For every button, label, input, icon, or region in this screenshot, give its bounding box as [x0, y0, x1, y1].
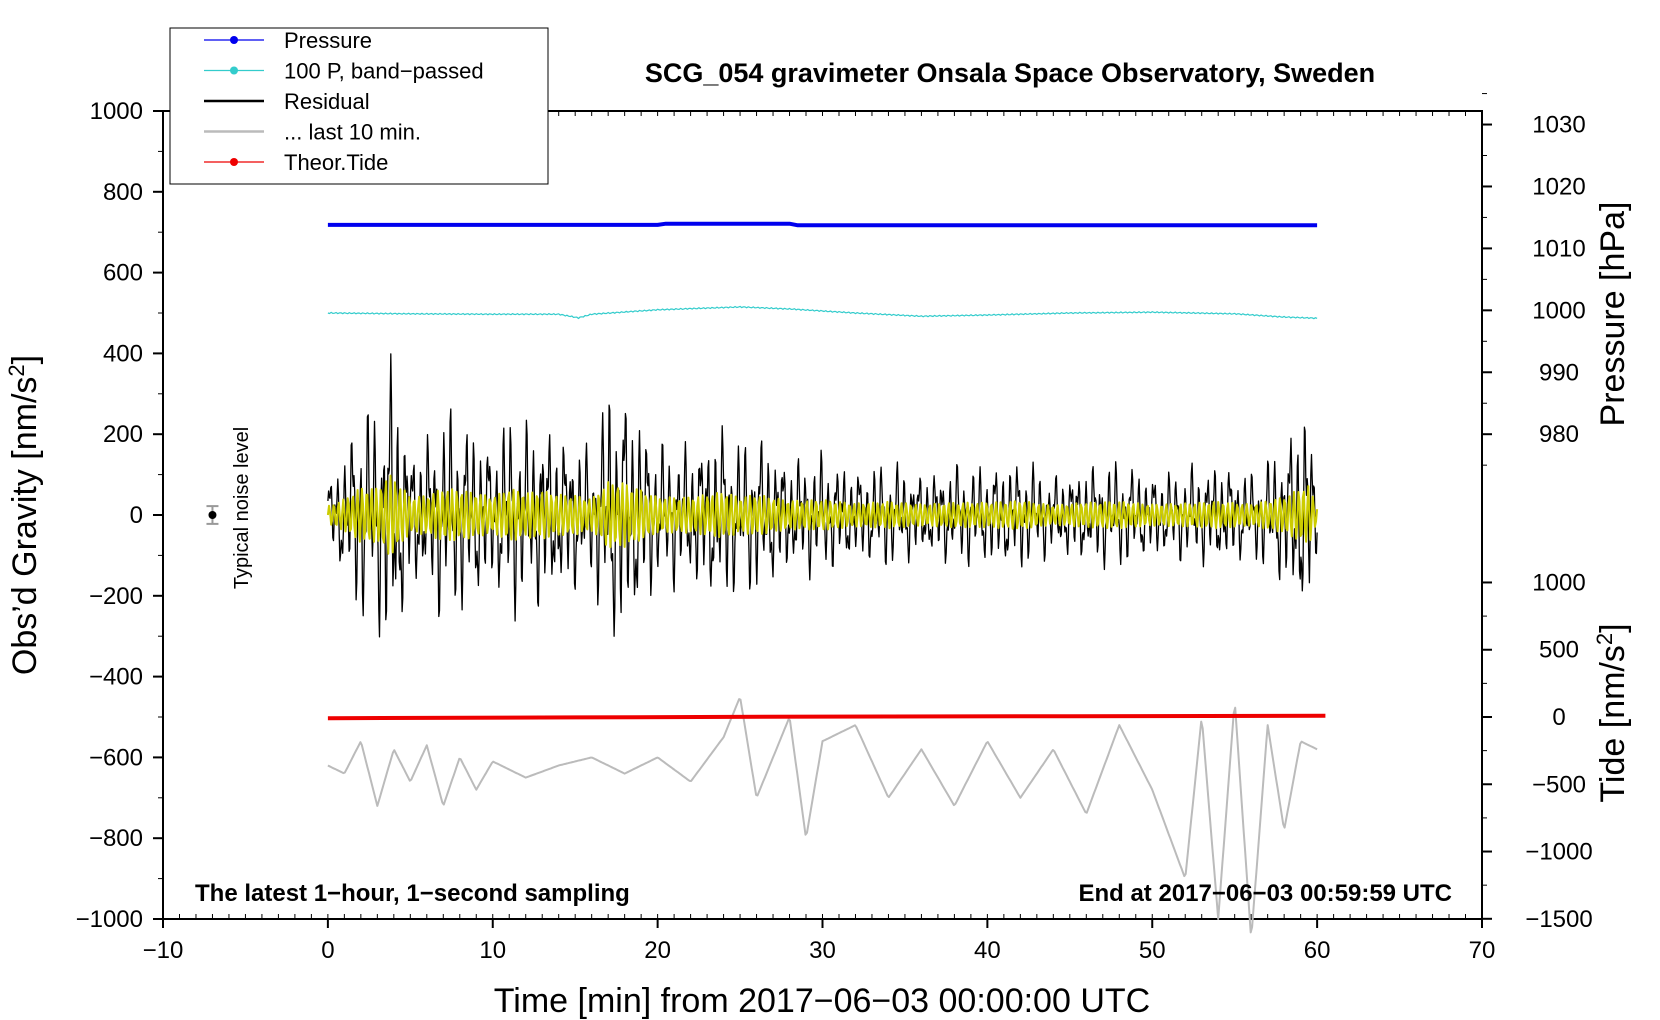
series-residual-filtered [326, 474, 1319, 555]
legend-dot [230, 36, 238, 44]
series-residual [327, 353, 1318, 638]
x-tick-label: 70 [1469, 937, 1496, 964]
x-tick-label: 50 [1139, 937, 1166, 964]
y-tick-label: 800 [103, 179, 143, 206]
x-tick-label: −10 [143, 937, 184, 964]
noise-level-label: Typical noise level [231, 427, 253, 589]
y-axis: −1000 −800 −600 −400 −200 0 200 400 600 800 1000 [76, 98, 163, 933]
pressure-tick-label: 1020 [1532, 173, 1585, 200]
pressure-tick-label: 1000 [1532, 297, 1585, 324]
x-tick-label: 60 [1304, 937, 1331, 964]
y-tick-label: 200 [103, 421, 143, 448]
tide-tick-label: −500 [1532, 771, 1586, 798]
x-axis: −10 0 10 20 30 40 50 60 70 [143, 919, 1496, 964]
pressure-tick-label: 1010 [1532, 235, 1585, 262]
y-axis-title: Obs’d Gravity [nm/s2] [4, 355, 44, 675]
pressure-tick-label: 980 [1539, 421, 1579, 448]
legend-box [169, 27, 549, 185]
y-axis-title-main: Obs’d Gravity [nm/s [6, 377, 44, 676]
chart-title: SCG_054 gravimeter Onsala Space Observat… [645, 58, 1375, 88]
pressure-tick-label: 990 [1539, 359, 1579, 386]
end-time-note: End at 2017−06−03 00:59:59 UTC [1078, 880, 1452, 907]
noise-point [208, 511, 217, 519]
series-pressure [327, 221, 1318, 228]
y-tick-label: −600 [89, 744, 143, 771]
legend-dot [230, 66, 238, 75]
tide-axis: −1500 −1000 −500 0 500 1000 [1482, 569, 1593, 933]
legend: Pressure 100 P, band−passed Residual ... la… [169, 27, 549, 185]
x-tick-label: 10 [479, 937, 506, 964]
y-tick-label: −200 [89, 583, 143, 610]
x-tick-label: 40 [974, 937, 1001, 964]
y-axis-title-end: ] [6, 355, 44, 364]
tide-tick-label: −1000 [1525, 839, 1592, 866]
tide-axis-title-sup: 2 [1592, 633, 1617, 645]
tide-axis-title-main: Tide [nm/s [1594, 645, 1632, 802]
tide-axis-title: Tide [nm/s2] [1592, 623, 1632, 802]
pressure-axis-title: Pressure [hPa] [1594, 202, 1632, 427]
legend-dot [230, 158, 238, 166]
tide-tick-label: 1000 [1532, 569, 1585, 596]
legend-label: Theor.Tide [284, 150, 388, 175]
x-axis-title: Time [min] from 2017−06−03 00:00:00 UTC [494, 982, 1150, 1020]
y-tick-label: 0 [130, 502, 143, 529]
legend-label: 100 P, band−passed [284, 59, 484, 84]
pressure-axis: 980 990 1000 1010 1020 1030 [1482, 93, 1586, 466]
y-tick-label: −400 [89, 664, 143, 691]
y-tick-label: 1000 [90, 98, 143, 125]
y-axis-title-sup: 2 [4, 364, 29, 376]
series-bandpassed-pressure [327, 305, 1318, 320]
legend-items: Pressure 100 P, band−passed Residual ... la… [204, 28, 484, 175]
series-layer [326, 221, 1326, 934]
x-tick-label: 0 [321, 937, 334, 964]
x-tick-label: 20 [644, 937, 671, 964]
noise-level-marker [206, 505, 219, 525]
tide-tick-label: −1500 [1525, 906, 1592, 933]
y-tick-label: −800 [89, 825, 143, 852]
tide-tick-label: 0 [1552, 704, 1565, 731]
y-tick-label: 600 [103, 260, 143, 287]
series-last-10-min [327, 698, 1318, 934]
legend-label: ... last 10 min. [284, 120, 421, 145]
y-tick-label: 400 [103, 340, 143, 367]
tide-tick-label: 500 [1539, 637, 1579, 664]
sampling-note: The latest 1−hour, 1−second sampling [195, 880, 630, 907]
series-theor-tide [327, 713, 1326, 721]
pressure-tick-label: 1030 [1532, 112, 1585, 139]
legend-label: Residual [284, 89, 370, 114]
y-tick-label: −1000 [76, 906, 143, 933]
legend-label: Pressure [284, 28, 372, 53]
x-tick-label: 30 [809, 937, 836, 964]
tide-axis-title-end: ] [1594, 623, 1632, 632]
